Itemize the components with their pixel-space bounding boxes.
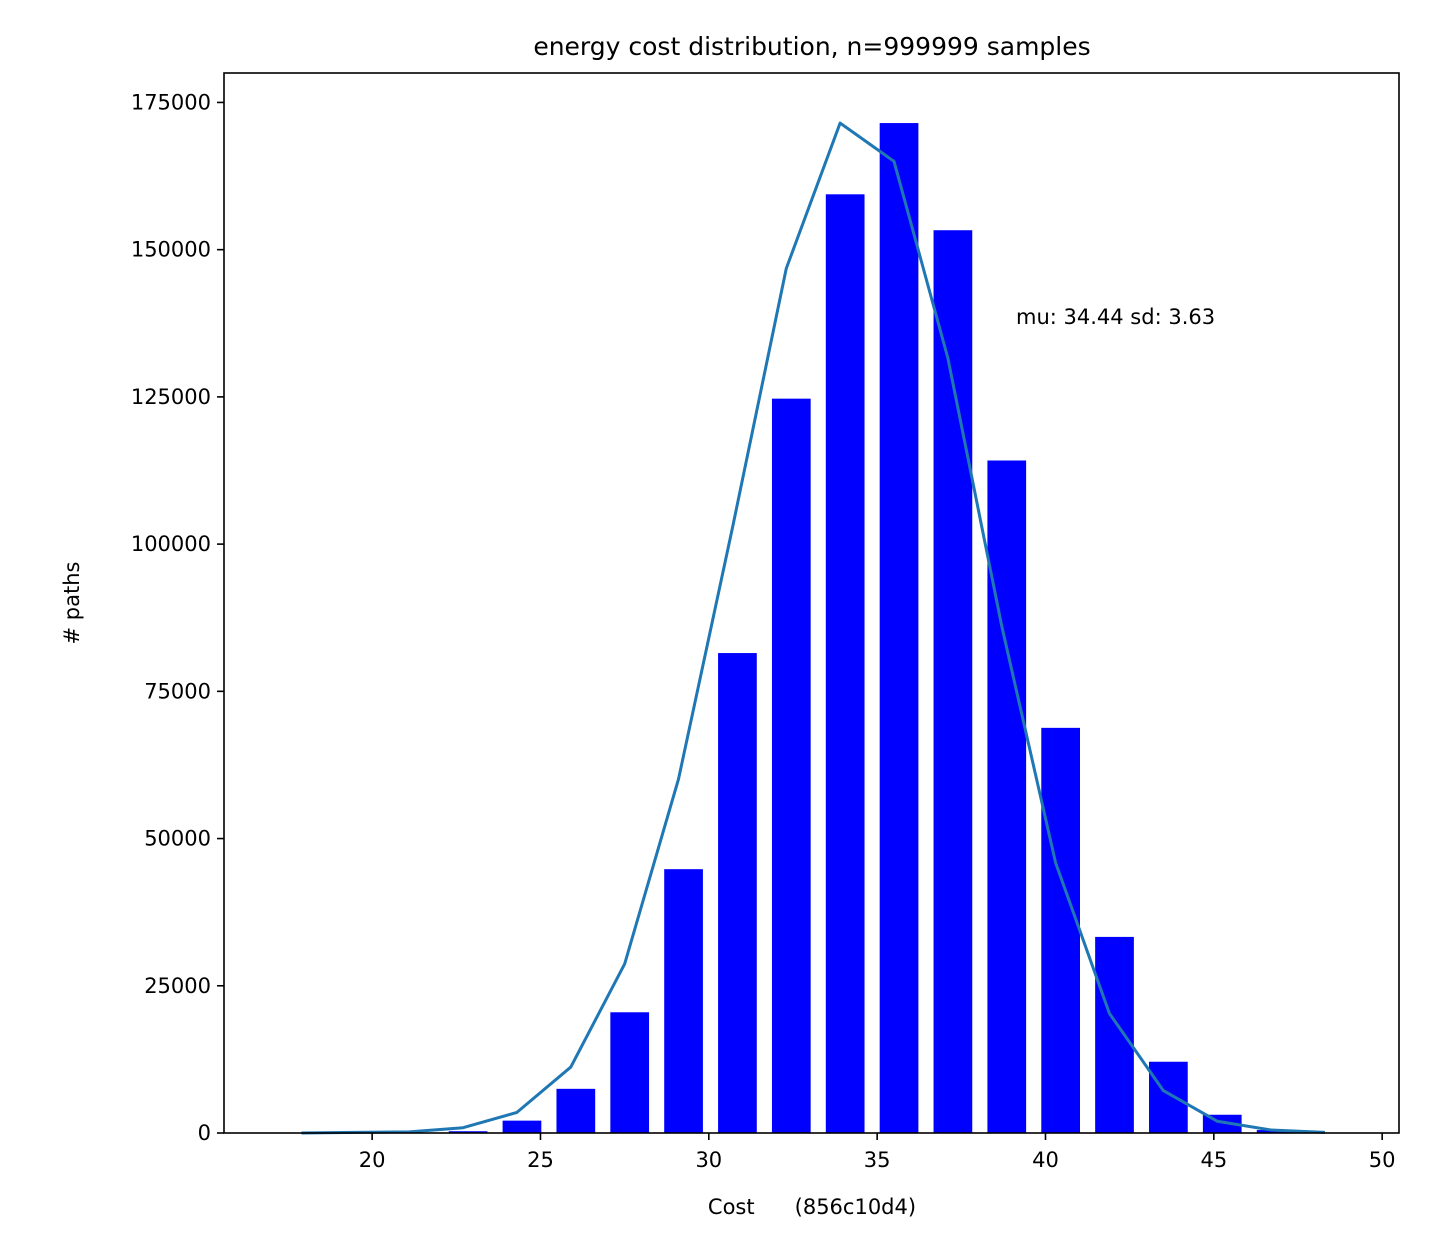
histogram-bar <box>771 398 811 1134</box>
x-tick-label: 40 <box>1032 1148 1059 1172</box>
y-tick-label: 150000 <box>131 238 211 262</box>
y-tick-label: 125000 <box>131 385 211 409</box>
y-tick-label: 100000 <box>131 532 211 556</box>
y-tick-label: 75000 <box>144 679 211 703</box>
y-axis-ticks: 0 25000 50000 75000 100000 125000 150000 175000 <box>131 90 224 1145</box>
histogram-bar <box>1095 936 1134 1133</box>
histogram-bar <box>933 230 973 1133</box>
y-tick-label: 175000 <box>131 90 211 114</box>
x-tick-label: 50 <box>1369 1148 1396 1172</box>
histogram-bar <box>718 653 757 1133</box>
histogram-bar <box>448 1131 488 1133</box>
plot-frame <box>223 72 1400 1134</box>
histogram-bar <box>1041 727 1080 1133</box>
histogram-bar <box>502 1120 542 1133</box>
x-tick-label: 35 <box>864 1148 891 1172</box>
histogram-bar <box>556 1088 596 1133</box>
histogram-bar <box>610 1012 650 1133</box>
y-axis-label: # paths <box>60 562 84 645</box>
histogram-bar <box>1149 1061 1188 1133</box>
normal-fit-line <box>301 121 1325 1135</box>
stats-annotation: mu: 34.44 sd: 3.63 <box>1016 305 1215 329</box>
x-tick-label: 30 <box>695 1148 722 1172</box>
histogram-bar <box>825 194 865 1134</box>
histogram-bar <box>879 123 919 1134</box>
x-tick-label: 25 <box>527 1148 554 1172</box>
bars-layer <box>448 123 1296 1134</box>
x-tick-label: 20 <box>359 1148 386 1172</box>
histogram-bar <box>987 460 1027 1133</box>
x-axis-label: Cost (856c10d4) <box>708 1195 916 1219</box>
chart-title: energy cost distribution, n=999999 sampl… <box>533 32 1090 61</box>
y-tick-label: 50000 <box>144 827 211 851</box>
y-tick-label: 0 <box>198 1121 211 1145</box>
x-tick-label: 45 <box>1200 1148 1227 1172</box>
fit-line-layer <box>301 121 1325 1135</box>
x-axis-ticks: 20 25 30 35 40 45 50 <box>359 1133 1396 1172</box>
y-tick-label: 25000 <box>144 974 211 998</box>
histogram-bar <box>664 869 703 1133</box>
